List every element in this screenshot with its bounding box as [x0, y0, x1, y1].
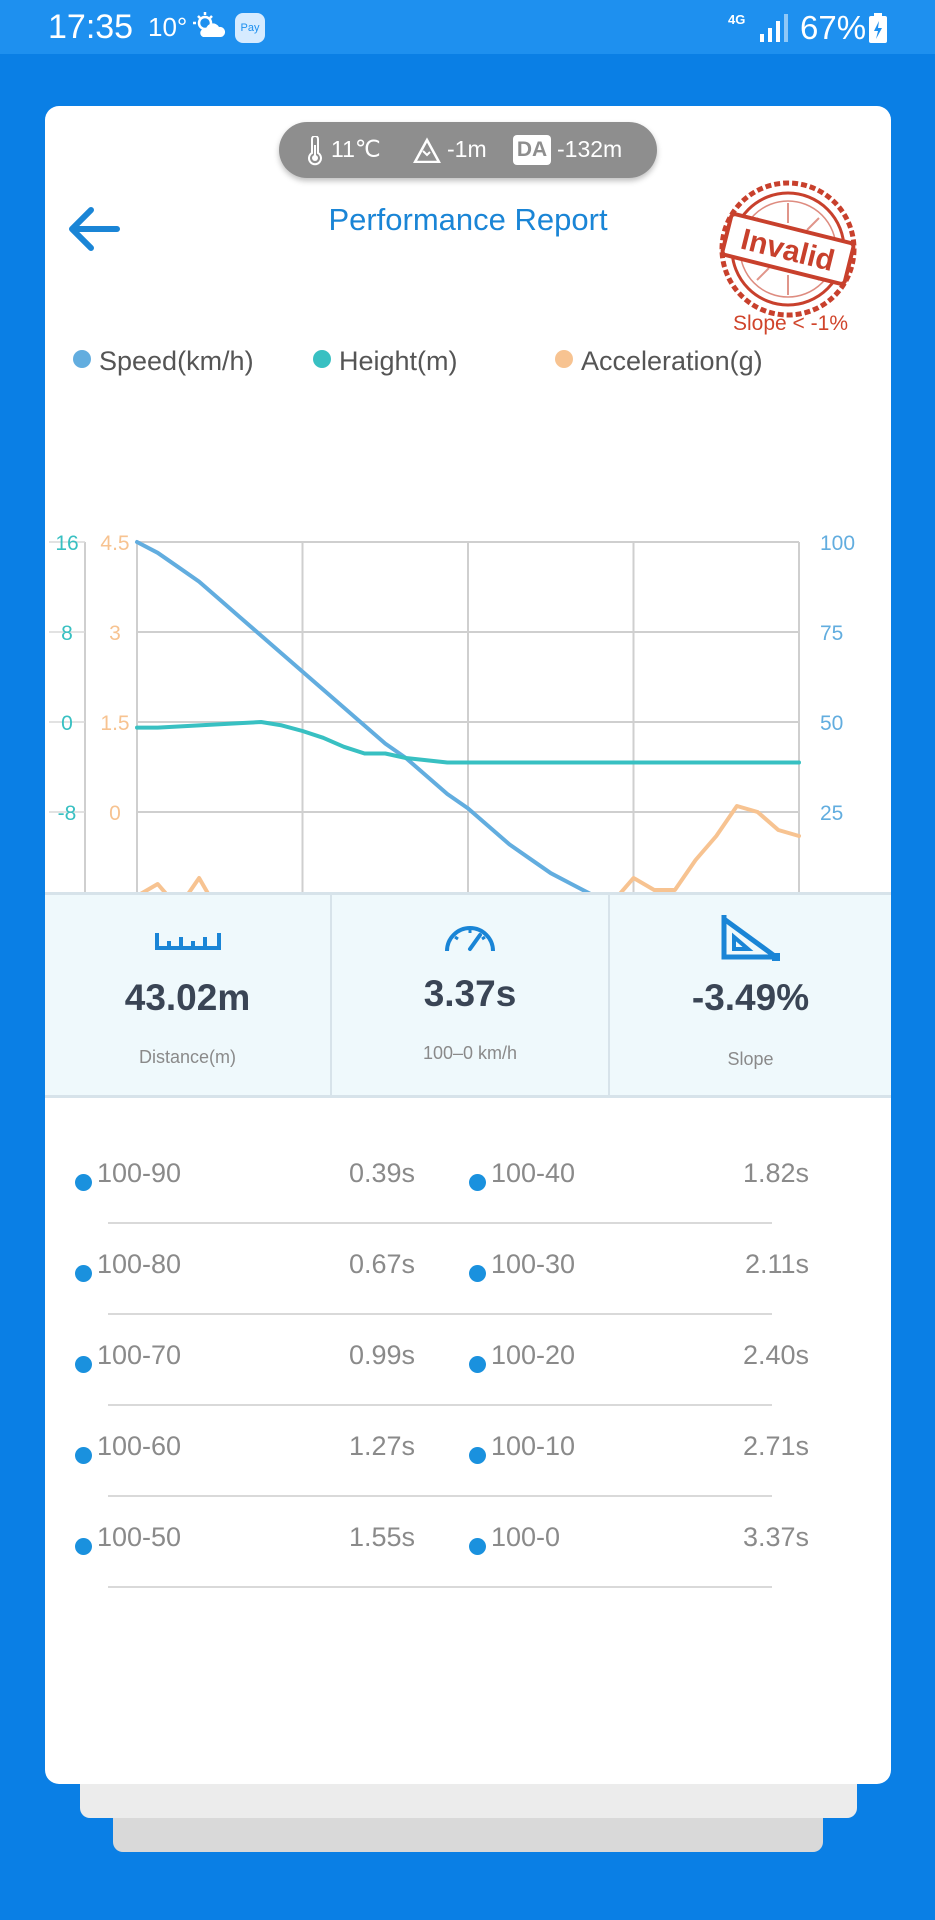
tick-label-speed: 50: [820, 712, 843, 735]
split-time: 3.37s: [742, 1522, 809, 1552]
time-label: 100–0 km/h: [422, 1043, 518, 1063]
status-temperature: 10°: [148, 12, 188, 42]
split-range: 100-70: [97, 1340, 182, 1370]
bullet-dot: [75, 1356, 92, 1373]
bullet-dot: [75, 1265, 92, 1282]
environment-conditions: 11℃ -1m DA -132m: [279, 122, 657, 178]
status-bar: 17:35 10° Pay 4G 67%: [0, 0, 935, 54]
invalid-stamp: Invalid: [719, 180, 857, 318]
split-time: 1.82s: [742, 1158, 809, 1188]
battery-charging-icon: [869, 13, 887, 43]
series-line-height: [135, 720, 801, 765]
bullet-dot: [469, 1265, 486, 1282]
slope-value: -3.49%: [691, 977, 810, 1018]
split-row: 100-60 1.27s 100-10 2.71s: [45, 1431, 891, 1491]
tick-label-speed: 75: [820, 622, 843, 645]
legend-height-dot: [313, 350, 331, 368]
divider: [108, 1313, 772, 1315]
speedometer-icon: [445, 926, 495, 952]
split-range: 100-40: [491, 1158, 576, 1188]
split-row: 100-70 0.99s 100-20 2.40s: [45, 1340, 891, 1400]
legend-acceleration-label: Acceleration(g): [581, 346, 763, 376]
status-time: 17:35: [48, 8, 134, 46]
env-density-altitude: -132m: [557, 136, 623, 162]
metric-time: 3.37s 100–0 km/h: [332, 895, 608, 1095]
legend-acceleration-dot: [555, 350, 573, 368]
mountain-icon: [413, 137, 441, 163]
tick-label-speed: 100: [820, 532, 855, 555]
split-range: 100-30: [491, 1249, 576, 1279]
tick-label-acceleration: 4.5: [100, 532, 129, 555]
tick-label-speed: 25: [820, 802, 843, 825]
density-altitude-badge: DA: [513, 135, 551, 165]
ruler-icon: [154, 933, 221, 950]
split-time: 0.67s: [348, 1249, 415, 1279]
tick-label-acceleration: 1.5: [100, 712, 129, 735]
bullet-dot: [469, 1538, 486, 1555]
slope-warning: Slope < -1%: [733, 312, 848, 335]
legend-speed-label: Speed(km/h): [99, 346, 254, 376]
split-range: 100-10: [491, 1431, 576, 1461]
tick-label-acceleration: 0: [109, 802, 121, 825]
tick-label-acceleration: 3: [109, 622, 121, 645]
bullet-dot: [469, 1174, 486, 1191]
metrics-panel: 43.02m Distance(m) 3.37s 100–0 km/h -3.4…: [45, 892, 891, 1098]
metric-divider: [608, 895, 610, 1095]
split-time: 2.40s: [742, 1340, 809, 1370]
battery-percent: 67%: [800, 9, 867, 46]
slope-label: Slope: [727, 1049, 774, 1069]
split-row: 100-80 0.67s 100-30 2.11s: [45, 1249, 891, 1309]
network-type: 4G: [728, 12, 746, 27]
divider: [108, 1495, 772, 1497]
distance-value: 43.02m: [124, 977, 251, 1018]
split-time: 1.27s: [348, 1431, 415, 1461]
tick-label-height: 8: [61, 622, 73, 645]
slope-icon: [721, 915, 780, 961]
bullet-dot: [469, 1447, 486, 1464]
divider: [108, 1586, 772, 1588]
divider: [108, 1404, 772, 1406]
legend-speed-dot: [73, 350, 91, 368]
tick-label-height: -8: [58, 802, 77, 825]
page-title: Performance Report: [328, 202, 608, 237]
split-row: 100-50 1.55s 100-0 3.37s: [45, 1522, 891, 1582]
split-range: 100-90: [97, 1158, 182, 1188]
back-arrow-icon[interactable]: [59, 194, 129, 264]
weather-icon: [193, 12, 226, 37]
split-range: 100-0: [491, 1522, 561, 1552]
legend-height-label: Height(m): [339, 346, 458, 376]
bullet-dot: [75, 1174, 92, 1191]
split-range: 100-80: [97, 1249, 182, 1279]
legend-speed: Speed(km/h): [73, 346, 254, 377]
metric-divider: [330, 895, 332, 1095]
split-range: 100-60: [97, 1431, 182, 1461]
split-time: 1.55s: [348, 1522, 415, 1552]
time-value: 3.37s: [423, 973, 517, 1014]
split-time: 2.11s: [744, 1249, 809, 1279]
env-temperature: 11℃: [331, 136, 381, 162]
bullet-dot: [469, 1356, 486, 1373]
report-card: 11℃ -1m DA -132m Performance Report Inva…: [45, 106, 891, 1784]
legend-height: Height(m): [313, 346, 458, 377]
pay-app-icon: Pay: [235, 13, 265, 43]
legend-acceleration: Acceleration(g): [555, 346, 763, 377]
split-range: 100-20: [491, 1340, 576, 1370]
tick-label-height: 16: [55, 532, 78, 555]
thermometer-icon: [308, 136, 322, 166]
split-time: 0.99s: [348, 1340, 415, 1370]
metric-distance: 43.02m Distance(m): [45, 895, 330, 1095]
tick-label-height: 0: [61, 712, 73, 735]
bullet-dot: [75, 1538, 92, 1555]
split-range: 100-50: [97, 1522, 182, 1552]
split-row: 100-90 0.39s 100-40 1.82s: [45, 1158, 891, 1218]
bullet-dot: [75, 1447, 92, 1464]
distance-label: Distance(m): [138, 1047, 236, 1067]
metric-slope: -3.49% Slope: [610, 895, 891, 1095]
env-altitude: -1m: [447, 136, 487, 162]
split-time: 2.71s: [742, 1431, 809, 1461]
signal-icon: [760, 14, 788, 42]
split-time: 0.39s: [348, 1158, 415, 1188]
divider: [108, 1222, 772, 1224]
